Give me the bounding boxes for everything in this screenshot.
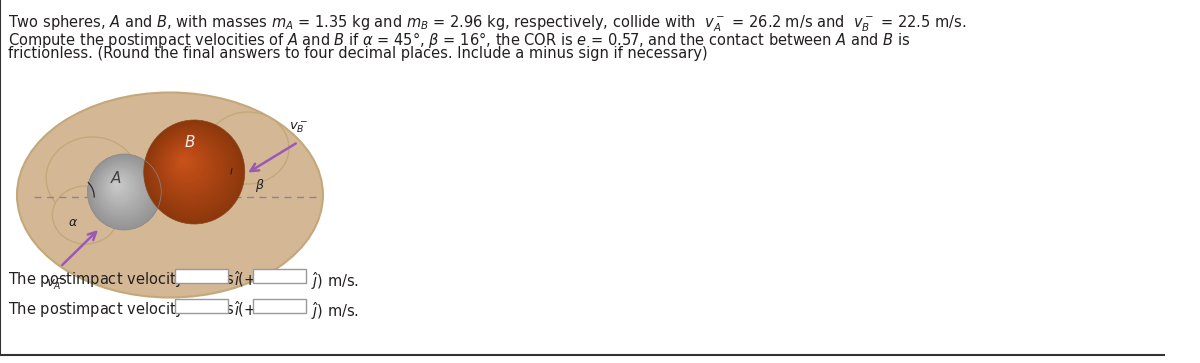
Circle shape xyxy=(163,140,214,192)
Circle shape xyxy=(100,166,143,212)
Circle shape xyxy=(94,160,152,221)
Text: $\hat{\imath}$ +: $\hat{\imath}$ + xyxy=(230,270,256,289)
Circle shape xyxy=(148,124,239,217)
Circle shape xyxy=(157,134,223,201)
Circle shape xyxy=(89,155,158,228)
Circle shape xyxy=(154,130,229,208)
Circle shape xyxy=(109,176,127,196)
Circle shape xyxy=(175,152,196,173)
Circle shape xyxy=(107,174,132,200)
Circle shape xyxy=(112,179,124,191)
Circle shape xyxy=(160,136,220,199)
Circle shape xyxy=(144,120,245,224)
Text: $\beta$: $\beta$ xyxy=(256,177,265,194)
Circle shape xyxy=(115,183,119,186)
Circle shape xyxy=(103,171,137,205)
Circle shape xyxy=(95,162,150,219)
Circle shape xyxy=(101,167,142,209)
Circle shape xyxy=(151,128,233,211)
Circle shape xyxy=(88,154,161,230)
Circle shape xyxy=(166,142,210,189)
Text: $\alpha$: $\alpha$ xyxy=(68,216,78,228)
Text: $v_B^-$: $v_B^-$ xyxy=(289,119,308,135)
Text: $v_A^-$: $v_A^-$ xyxy=(46,276,65,292)
Circle shape xyxy=(167,144,208,185)
Circle shape xyxy=(169,146,204,182)
Circle shape xyxy=(179,156,188,166)
Text: $\hat{\jmath}$) m/s.: $\hat{\jmath}$) m/s. xyxy=(308,300,359,322)
Text: $\hat{\jmath}$) m/s.: $\hat{\jmath}$) m/s. xyxy=(308,270,359,292)
Circle shape xyxy=(110,178,126,193)
FancyBboxPatch shape xyxy=(252,299,306,313)
Text: The postimpact velocity of $A$ is (: The postimpact velocity of $A$ is ( xyxy=(7,270,245,289)
Circle shape xyxy=(96,163,148,216)
Ellipse shape xyxy=(53,186,119,244)
Circle shape xyxy=(181,158,186,163)
Circle shape xyxy=(97,164,145,214)
Circle shape xyxy=(91,159,155,223)
Circle shape xyxy=(173,150,198,176)
Circle shape xyxy=(145,122,241,221)
Ellipse shape xyxy=(46,137,138,219)
Circle shape xyxy=(176,154,192,170)
FancyBboxPatch shape xyxy=(175,269,228,283)
FancyBboxPatch shape xyxy=(252,269,306,283)
Circle shape xyxy=(102,169,139,207)
Text: $A$: $A$ xyxy=(110,170,122,186)
Circle shape xyxy=(114,181,121,189)
Circle shape xyxy=(155,132,226,205)
Ellipse shape xyxy=(206,112,289,184)
Circle shape xyxy=(108,175,130,198)
Circle shape xyxy=(170,148,202,179)
Circle shape xyxy=(150,126,235,215)
Text: $\hat{\imath}$ +: $\hat{\imath}$ + xyxy=(230,300,256,319)
Text: The postimpact velocity of $B$ is (: The postimpact velocity of $B$ is ( xyxy=(7,300,245,319)
Text: Two spheres, $A$ and $B$, with masses $m_A$ = 1.35 kg and $m_B$ = 2.96 kg, respe: Two spheres, $A$ and $B$, with masses $m… xyxy=(7,14,966,34)
Circle shape xyxy=(161,138,217,195)
Text: $B$: $B$ xyxy=(184,134,196,150)
Text: Compute the postimpact velocities of $A$ and $B$ if $\alpha$ = 45°, $\beta$ = 16: Compute the postimpact velocities of $A$… xyxy=(7,30,911,50)
Circle shape xyxy=(104,172,134,203)
Text: frictionless. (Round the final answers to four decimal places. Include a minus s: frictionless. (Round the final answers t… xyxy=(7,46,707,61)
Ellipse shape xyxy=(17,93,323,298)
Circle shape xyxy=(90,157,157,225)
FancyBboxPatch shape xyxy=(175,299,228,313)
